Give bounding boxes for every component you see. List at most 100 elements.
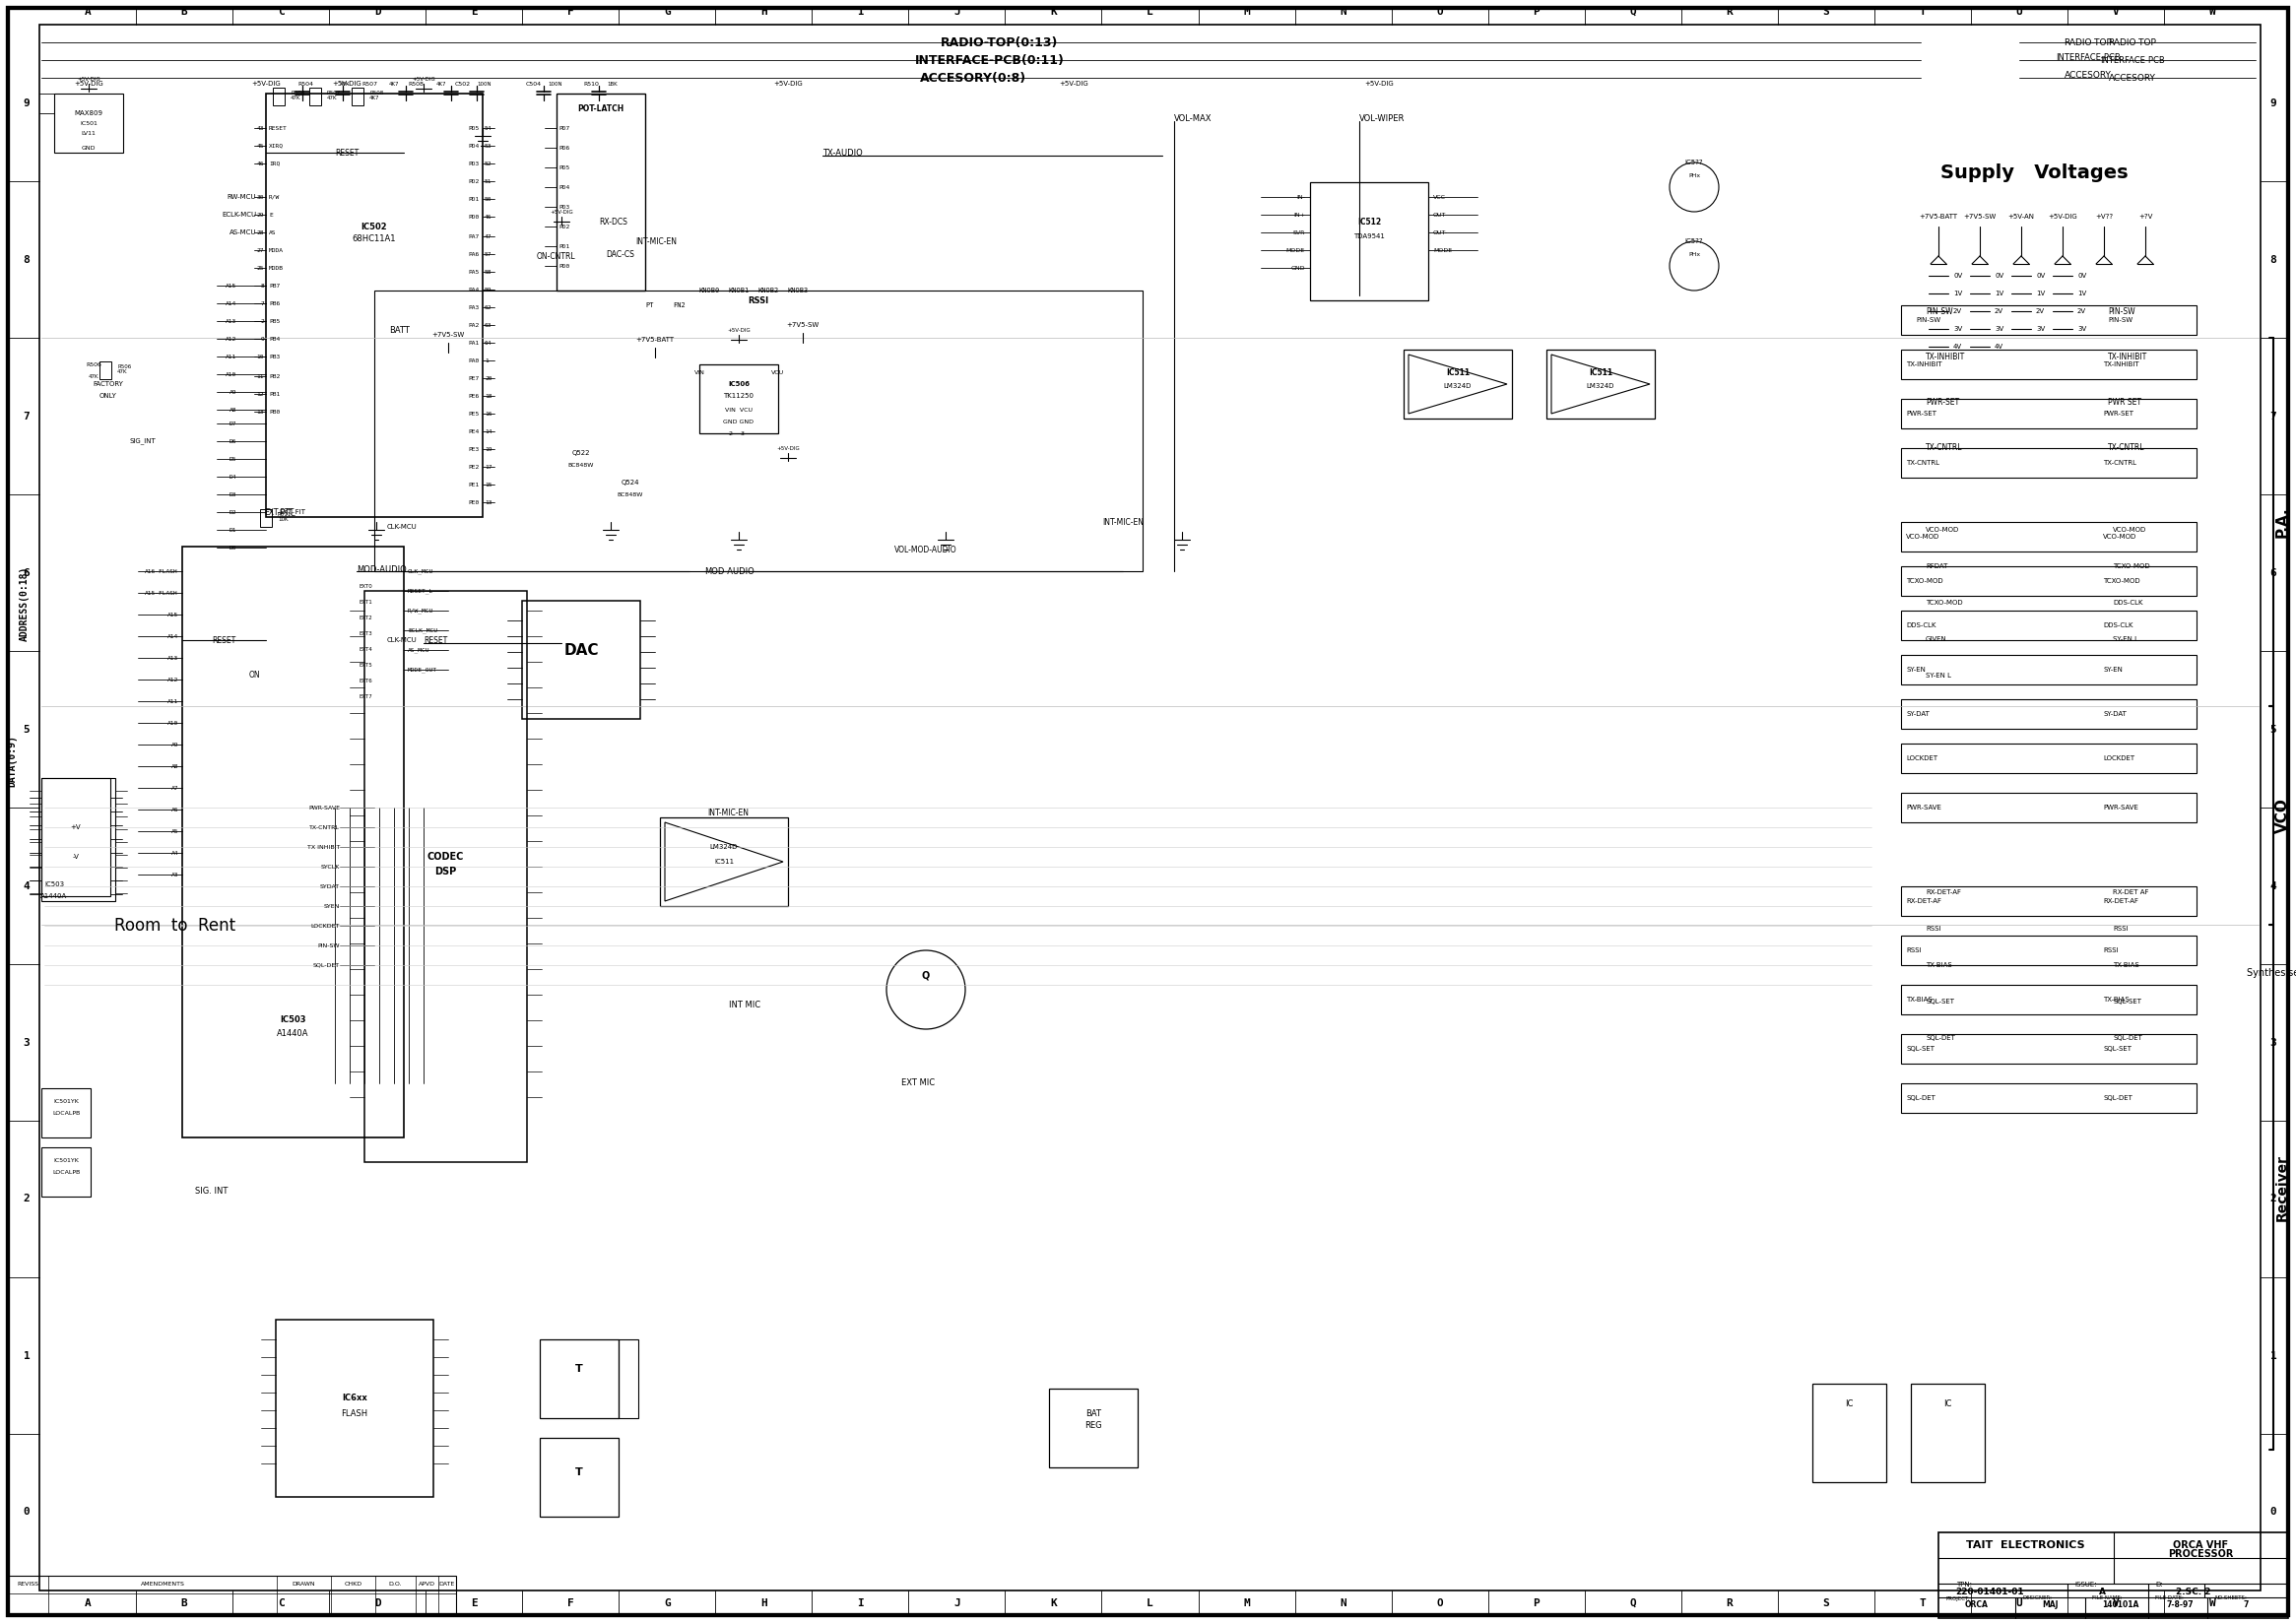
Text: PWR-SET: PWR-SET [1926, 398, 1958, 406]
Text: SQL-DET: SQL-DET [2112, 1035, 2142, 1040]
Text: TX-BIAS: TX-BIAS [1906, 997, 1933, 1003]
Text: EXT-PTT: EXT-PTT [264, 508, 294, 516]
Text: RX-DET-AF: RX-DET-AF [1926, 889, 1961, 896]
Text: T: T [1919, 6, 1926, 16]
Text: TX-CNTRL: TX-CNTRL [1906, 459, 1940, 466]
Bar [1901, 448, 2197, 477]
Text: +5V-DIG: +5V-DIG [1058, 81, 1088, 86]
Text: PD5: PD5 [468, 125, 480, 130]
Text: PD4: PD4 [558, 185, 569, 190]
Text: U: U [2016, 1599, 2023, 1608]
Text: A13: A13 [168, 656, 179, 661]
Text: PROJECT:: PROJECT: [1945, 1595, 1970, 1600]
Text: V: V [2112, 1599, 2119, 1608]
Text: IC512: IC512 [1357, 217, 1380, 226]
Text: AS: AS [269, 230, 276, 235]
Bar [41, 1147, 90, 1196]
Text: KNOB1: KNOB1 [728, 287, 748, 294]
Text: TDA9541: TDA9541 [1352, 234, 1384, 239]
Text: SY-DAT: SY-DAT [2103, 711, 2126, 717]
Text: 4: 4 [2271, 881, 2278, 891]
Text: PA5: PA5 [468, 269, 480, 274]
Text: EXT4: EXT4 [358, 646, 372, 651]
Text: 7: 7 [2243, 1600, 2248, 1610]
Text: PD3: PD3 [468, 161, 480, 166]
Text: KNOB0: KNOB0 [698, 287, 719, 294]
Text: FILE DATE:: FILE DATE: [2156, 1595, 2183, 1600]
Text: IC5??: IC5?? [1685, 239, 1704, 243]
Text: PIN-SW: PIN-SW [317, 943, 340, 948]
Text: TX-INHIBIT: TX-INHIBIT [2108, 352, 2147, 360]
Text: PIN-SW: PIN-SW [1926, 307, 1954, 315]
Text: 13: 13 [257, 409, 264, 414]
Text: D7: D7 [230, 420, 236, 425]
Text: 46: 46 [257, 161, 264, 166]
Bar [1910, 1384, 1984, 1482]
Text: IC6xx: IC6xx [342, 1394, 367, 1402]
Text: SQL-SET: SQL-SET [2103, 1045, 2131, 1052]
Text: G: G [664, 1599, 670, 1608]
Text: 16: 16 [484, 411, 491, 415]
Text: ISSUE:: ISSUE: [2076, 1582, 2096, 1587]
Text: A14: A14 [225, 300, 236, 305]
Text: S: S [1823, 1599, 1830, 1608]
Text: O: O [1437, 1599, 1442, 1608]
Text: PWR-SAVE: PWR-SAVE [1906, 805, 1942, 810]
Text: PT: PT [645, 302, 654, 308]
Text: J: J [953, 1599, 960, 1608]
Text: C: C [278, 1599, 285, 1608]
Text: VOL-MAX: VOL-MAX [1173, 114, 1212, 123]
Text: Q: Q [921, 971, 930, 980]
Text: 47K: 47K [90, 373, 99, 378]
Text: PWR-SAVE: PWR-SAVE [308, 805, 340, 810]
Text: 13: 13 [484, 500, 491, 505]
Text: 3: 3 [2271, 1037, 2278, 1047]
Bar [1901, 610, 2197, 639]
Text: INTERFACE-PCB: INTERFACE-PCB [2101, 55, 2165, 65]
Text: IC506: IC506 [728, 381, 748, 386]
Text: PD3: PD3 [558, 204, 569, 209]
Text: IN-: IN- [1297, 195, 1304, 200]
Text: TCXO-MOD: TCXO-MOD [2112, 563, 2149, 570]
Text: GND: GND [1290, 266, 1304, 271]
Text: PE3: PE3 [468, 446, 480, 451]
Bar [374, 291, 1143, 571]
Bar [1901, 743, 2197, 773]
Bar [365, 591, 528, 1162]
Text: 2.SC. 2: 2.SC. 2 [2177, 1587, 2211, 1597]
Text: 51: 51 [484, 179, 491, 183]
Text: PB3: PB3 [269, 354, 280, 359]
Text: 0V: 0V [1995, 273, 2004, 279]
Text: 10: 10 [257, 354, 264, 359]
Text: 62: 62 [484, 305, 491, 310]
Text: A12: A12 [168, 677, 179, 682]
Text: A1440A: A1440A [41, 893, 67, 899]
Text: A4: A4 [170, 850, 179, 855]
Text: SY-DAT: SY-DAT [1906, 711, 1929, 717]
Text: PWR SET: PWR SET [2108, 398, 2142, 406]
Text: F: F [567, 1599, 574, 1608]
Text: +5V-DIG: +5V-DIG [549, 209, 574, 214]
Text: PD0: PD0 [468, 214, 480, 219]
Text: INT-MIC-EN: INT-MIC-EN [1102, 518, 1143, 526]
Text: BC848W: BC848W [567, 463, 595, 467]
Text: 7: 7 [23, 411, 30, 420]
Text: ORCA VHF: ORCA VHF [2172, 1540, 2229, 1550]
Text: SVR: SVR [1293, 230, 1304, 235]
Text: MAX809: MAX809 [73, 110, 103, 117]
Bar [181, 547, 404, 1138]
Text: IC511: IC511 [714, 859, 735, 865]
Text: TX-BIAS: TX-BIAS [2103, 997, 2128, 1003]
Text: XIRQ: XIRQ [269, 143, 285, 148]
Text: MODB: MODB [269, 266, 285, 271]
Text: D1: D1 [230, 527, 236, 532]
Text: LOCALPB: LOCALPB [53, 1170, 80, 1175]
Text: LV11: LV11 [80, 130, 96, 135]
Text: H: H [760, 6, 767, 16]
Text: +7V5-BATT: +7V5-BATT [1919, 214, 1958, 219]
Text: VOL-WIPER: VOL-WIPER [1359, 114, 1405, 123]
Text: PA2: PA2 [468, 323, 480, 328]
Text: INT-MIC-EN: INT-MIC-EN [707, 808, 748, 816]
Text: A: A [85, 6, 92, 16]
Text: SQL-DET: SQL-DET [312, 962, 340, 967]
